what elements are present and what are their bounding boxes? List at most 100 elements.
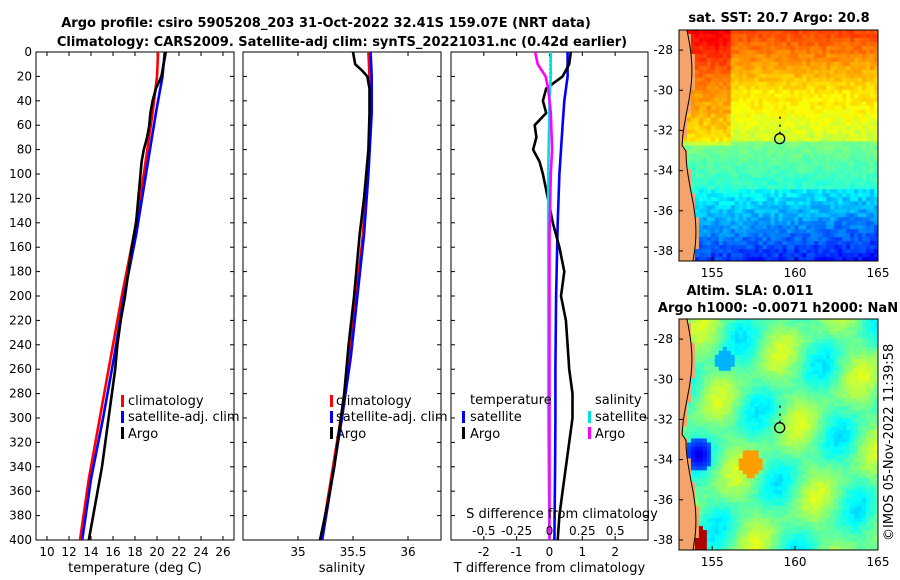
sla-map-title-line2: Argo h1000: -0.0071 h2000: NaN [658, 301, 898, 316]
x-axis-label: T difference from climatology [453, 561, 646, 576]
figure-title-line1: Argo profile: csiro 5905208_203 31-Oct-2… [61, 16, 591, 31]
lat-tick-label: -30 [653, 83, 673, 97]
x-tick-label: 36 [400, 545, 415, 559]
y-tick-label: 100 [9, 167, 32, 181]
y-tick-label: 400 [9, 533, 32, 547]
legend-label-argo: Argo [336, 427, 366, 442]
legend-swatch-climatology [330, 395, 333, 407]
x-tick-label: 18 [127, 545, 142, 559]
lon-tick-label: 155 [701, 555, 724, 569]
y-tick-label: 120 [9, 191, 32, 205]
sst-map [679, 30, 878, 261]
y-tick-label: 260 [9, 362, 32, 376]
lat-tick-label: -36 [653, 204, 673, 218]
lat-tick-label: -34 [653, 453, 673, 467]
legend-label-temperature-satellite: satellite [470, 410, 522, 425]
difference-profile-panel: -2 -1 0 1 2 T difference from climatology [450, 51, 649, 576]
salinity-difference-ticks: -0.5 -0.25 0 0.25 0.5 [472, 524, 625, 538]
lat-tick-label: -36 [653, 493, 673, 507]
x-tick-label: 26 [215, 545, 230, 559]
y-tick-label: 240 [9, 338, 32, 352]
temperature-profile-panel: 0 20 40 60 80 100 120 140 160 180 200 220 240 260 280 3… [9, 45, 235, 576]
x-tick-label: 16 [105, 545, 120, 559]
legend-label-climatology: climatology [336, 394, 412, 409]
y-tick-label: 60 [17, 118, 32, 132]
legend-label-climatology: climatology [128, 394, 204, 409]
figure-title-line2: Climatology: CARS2009. Satellite-adj cli… [57, 35, 627, 50]
lon-tick-label: 160 [784, 555, 807, 569]
y-tick-label: 20 [17, 69, 32, 83]
lat-tick-label: -28 [653, 43, 673, 57]
salinity-profile-panel: 35 35.5 36 salinity [242, 51, 442, 576]
y-tick-label: 220 [9, 313, 32, 327]
secondary-tick-label: -0.5 [472, 524, 495, 538]
temperature-legend: climatology satellite-adj. clim Argo [121, 394, 240, 442]
lon-tick-label: 155 [701, 266, 724, 280]
y-tick-label: 80 [17, 143, 32, 157]
series-temperature-satellite [553, 52, 569, 540]
salinity-difference-axis-label: S difference from climatology [466, 507, 658, 522]
lat-tick-label: -38 [653, 533, 673, 547]
x-tick-label: 0 [546, 545, 554, 559]
sst-map-title: sat. SST: 20.7 Argo: 20.8 [688, 11, 869, 26]
x-tick-label: 1 [579, 545, 587, 559]
lon-tick-label: 165 [867, 555, 890, 569]
series-argo [87, 52, 168, 540]
lon-tick-label: 160 [784, 266, 807, 280]
x-tick-label: 24 [193, 545, 208, 559]
y-tick-label: 180 [9, 265, 32, 279]
x-tick-label: 20 [149, 545, 164, 559]
x-tick-label: 35 [290, 545, 305, 559]
x-tick-label: -1 [511, 545, 523, 559]
lat-tick-label: -32 [653, 412, 673, 426]
secondary-tick-label: 0.5 [606, 524, 625, 538]
legend-swatch-temperature-satellite [462, 411, 465, 423]
salinity-legend: climatology satellite-adj. clim Argo [330, 394, 448, 442]
y-tick-label: 160 [9, 240, 32, 254]
x-tick-label: 14 [83, 545, 98, 559]
x-axis-label: temperature (deg C) [68, 561, 202, 576]
y-tick-label: 360 [9, 484, 32, 498]
difference-legend: temperature satellite Argo salinity sate… [462, 393, 647, 442]
y-tick-label: 280 [9, 387, 32, 401]
y-tick-label: 380 [9, 509, 32, 523]
legend-title-temperature: temperature [470, 393, 552, 408]
lat-tick-label: -32 [653, 123, 673, 137]
legend-title-salinity: salinity [595, 393, 642, 408]
legend-swatch-argo [330, 427, 333, 439]
legend-label-salinity-satellite: satellite [595, 410, 647, 425]
legend-swatch-climatology [121, 395, 124, 407]
coastline [681, 29, 697, 262]
lon-tick-label: 165 [867, 266, 890, 280]
sst-map-axes: -28 -30 -32 -34 -36 -38 155 160 165 [653, 29, 890, 280]
lat-tick-label: -38 [653, 244, 673, 258]
legend-label-argo: Argo [128, 427, 158, 442]
lat-tick-label: -34 [653, 164, 673, 178]
y-tick-label: 140 [9, 216, 32, 230]
plot-area [242, 51, 442, 541]
x-tick-label: -2 [478, 545, 490, 559]
legend-swatch-temperature-argo [462, 427, 465, 439]
y-tick-label: 300 [9, 411, 32, 425]
x-tick-label: 22 [171, 545, 186, 559]
secondary-tick-label: 0 [546, 524, 554, 538]
y-tick-label: 340 [9, 460, 32, 474]
legend-swatch-satellite-adj-clim [121, 411, 124, 423]
legend-label-satellite-adj-clim: satellite-adj. clim [128, 410, 240, 425]
y-tick-label: 40 [17, 94, 32, 108]
series-argo [318, 52, 371, 540]
lat-tick-label: -30 [653, 372, 673, 386]
x-tick-label: 12 [61, 545, 76, 559]
x-axis-label: salinity [319, 561, 366, 576]
legend-swatch-salinity-satellite [588, 411, 591, 423]
coastline [681, 318, 697, 551]
y-tick-label: 0 [24, 45, 32, 59]
plot-area [35, 51, 235, 541]
legend-swatch-argo [121, 427, 124, 439]
lat-tick-label: -28 [653, 332, 673, 346]
legend-label-salinity-argo: Argo [595, 427, 625, 442]
legend-label-satellite-adj-clim: satellite-adj. clim [336, 410, 448, 425]
y-tick-label: 320 [9, 435, 32, 449]
series-temperature-argo [531, 52, 574, 540]
